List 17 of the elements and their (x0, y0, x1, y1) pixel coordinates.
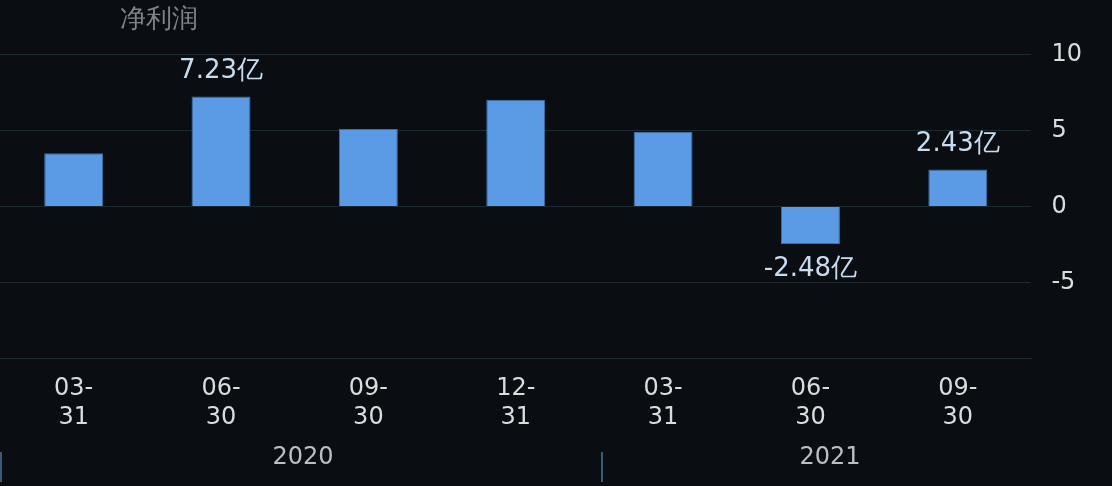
chart-title: 净利润 (120, 2, 198, 34)
x-tick-label: 03- 31 (54, 373, 94, 430)
data-label: 7.23亿 (179, 54, 263, 85)
x-tick-label: 06- 30 (201, 373, 241, 430)
data-label: 2.43亿 (915, 127, 1000, 158)
y-tick-label: 10 (1051, 38, 1083, 67)
x-tick-label: 09- 30 (938, 373, 978, 430)
data-label: -2.48亿 (763, 251, 858, 282)
x-tick-label: 03- 31 (643, 373, 683, 430)
y-tick-label: 5 (1051, 114, 1067, 143)
x-tick-label: 06- 30 (790, 373, 831, 430)
x-tick-label: 09- 30 (348, 373, 388, 430)
y-tick-label: -5 (1051, 266, 1076, 295)
text: 2021 (799, 442, 861, 470)
y-tick-label: 0 (1051, 190, 1067, 219)
x-tick-label: 12- 31 (496, 373, 536, 430)
text: 2020 (272, 442, 334, 470)
